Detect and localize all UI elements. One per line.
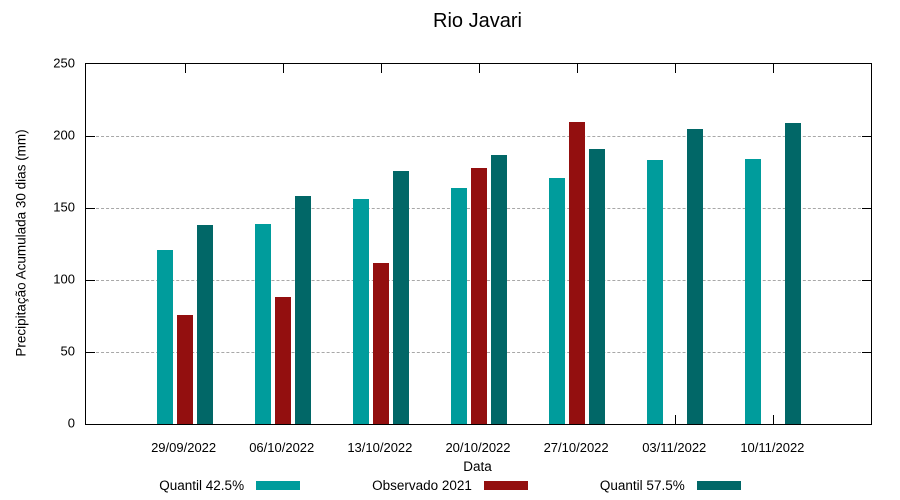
legend-label: Observado 2021 <box>372 477 472 493</box>
bar-observado-2021-20-10-2022 <box>471 167 487 424</box>
bar-quantil-57-5--06-10-2022 <box>294 196 311 424</box>
bar-observado-2021-06-10-2022 <box>274 297 291 424</box>
x-tick-mark <box>380 64 382 73</box>
y-tick-mark <box>86 280 95 281</box>
x-tick-label: 27/10/2022 <box>543 440 609 455</box>
x-tick-mark <box>184 64 186 73</box>
bar-observado-2021-27-10-2022 <box>569 121 586 424</box>
bar-quantil-42-5--20-10-2022 <box>451 187 467 424</box>
bar-quantil-42-5--29-09-2022 <box>156 249 173 424</box>
y-tick-label: 250 <box>53 55 75 71</box>
legend-item-observado-2021: Observado 2021 <box>372 478 528 493</box>
x-tick-mark <box>282 64 284 73</box>
y-tick-label: 150 <box>53 199 75 215</box>
bar-quantil-42-5--03-11-2022 <box>647 160 664 424</box>
y-axis-title: Precipitação Acumulada 30 dias (mm) <box>13 129 29 357</box>
bar-quantil-42-5--27-10-2022 <box>549 177 566 424</box>
x-tick-label: 03/11/2022 <box>642 440 707 455</box>
x-tick-mark <box>577 64 579 73</box>
y-tick-mark <box>862 280 871 281</box>
plot-area <box>85 63 872 425</box>
y-tick-label: 0 <box>67 415 75 431</box>
bar-quantil-57-5--29-09-2022 <box>196 225 213 424</box>
legend-swatch <box>696 480 741 490</box>
bar-observado-2021-29-09-2022 <box>176 314 193 424</box>
y-tick-mark <box>86 208 95 209</box>
x-tick-mark <box>773 415 775 424</box>
y-tick-mark <box>862 352 871 353</box>
bar-quantil-42-5--13-10-2022 <box>352 199 369 424</box>
x-tick-mark <box>675 415 677 424</box>
x-tick-mark <box>773 64 775 73</box>
bar-quantil-57-5--03-11-2022 <box>687 128 704 424</box>
bar-quantil-57-5--10-11-2022 <box>785 123 802 424</box>
x-tick-label: 20/10/2022 <box>445 440 511 455</box>
y-tick-mark <box>86 136 95 137</box>
y-tick-mark <box>862 208 871 209</box>
legend-swatch <box>256 480 301 490</box>
x-tick-mark <box>675 64 677 73</box>
x-axis-title: Data <box>463 459 492 474</box>
bar-observado-2021-13-10-2022 <box>372 262 389 424</box>
y-tick-mark <box>862 136 871 137</box>
legend: Quantil 42.5% Observado 2021 Quantil 57.5% <box>0 475 900 495</box>
legend-label: Quantil 42.5% <box>159 477 245 493</box>
y-tick-label: 50 <box>60 343 75 359</box>
legend-swatch <box>483 480 528 490</box>
x-tick-label: 29/09/2022 <box>151 440 217 455</box>
chart-title: Rio Javari <box>433 10 522 32</box>
bar-quantil-42-5--10-11-2022 <box>745 159 762 424</box>
y-tick-mark <box>86 352 95 353</box>
bar-quantil-57-5--13-10-2022 <box>392 170 409 424</box>
gridline-y-200 <box>86 136 871 137</box>
x-tick-mark <box>479 64 480 73</box>
x-tick-label: 06/10/2022 <box>249 440 315 455</box>
y-tick-label: 200 <box>53 127 75 143</box>
x-tick-label: 10/11/2022 <box>740 440 805 455</box>
legend-item-quantil-57-5-: Quantil 57.5% <box>600 478 741 493</box>
bar-quantil-57-5--27-10-2022 <box>589 148 606 424</box>
x-tick-label: 13/10/2022 <box>347 440 413 455</box>
y-tick-label: 100 <box>53 271 75 287</box>
legend-item-quantil-42-5-: Quantil 42.5% <box>159 477 301 493</box>
legend-label: Quantil 57.5% <box>599 477 685 493</box>
bar-quantil-57-5--20-10-2022 <box>491 154 507 424</box>
bar-quantil-42-5--06-10-2022 <box>254 223 271 424</box>
